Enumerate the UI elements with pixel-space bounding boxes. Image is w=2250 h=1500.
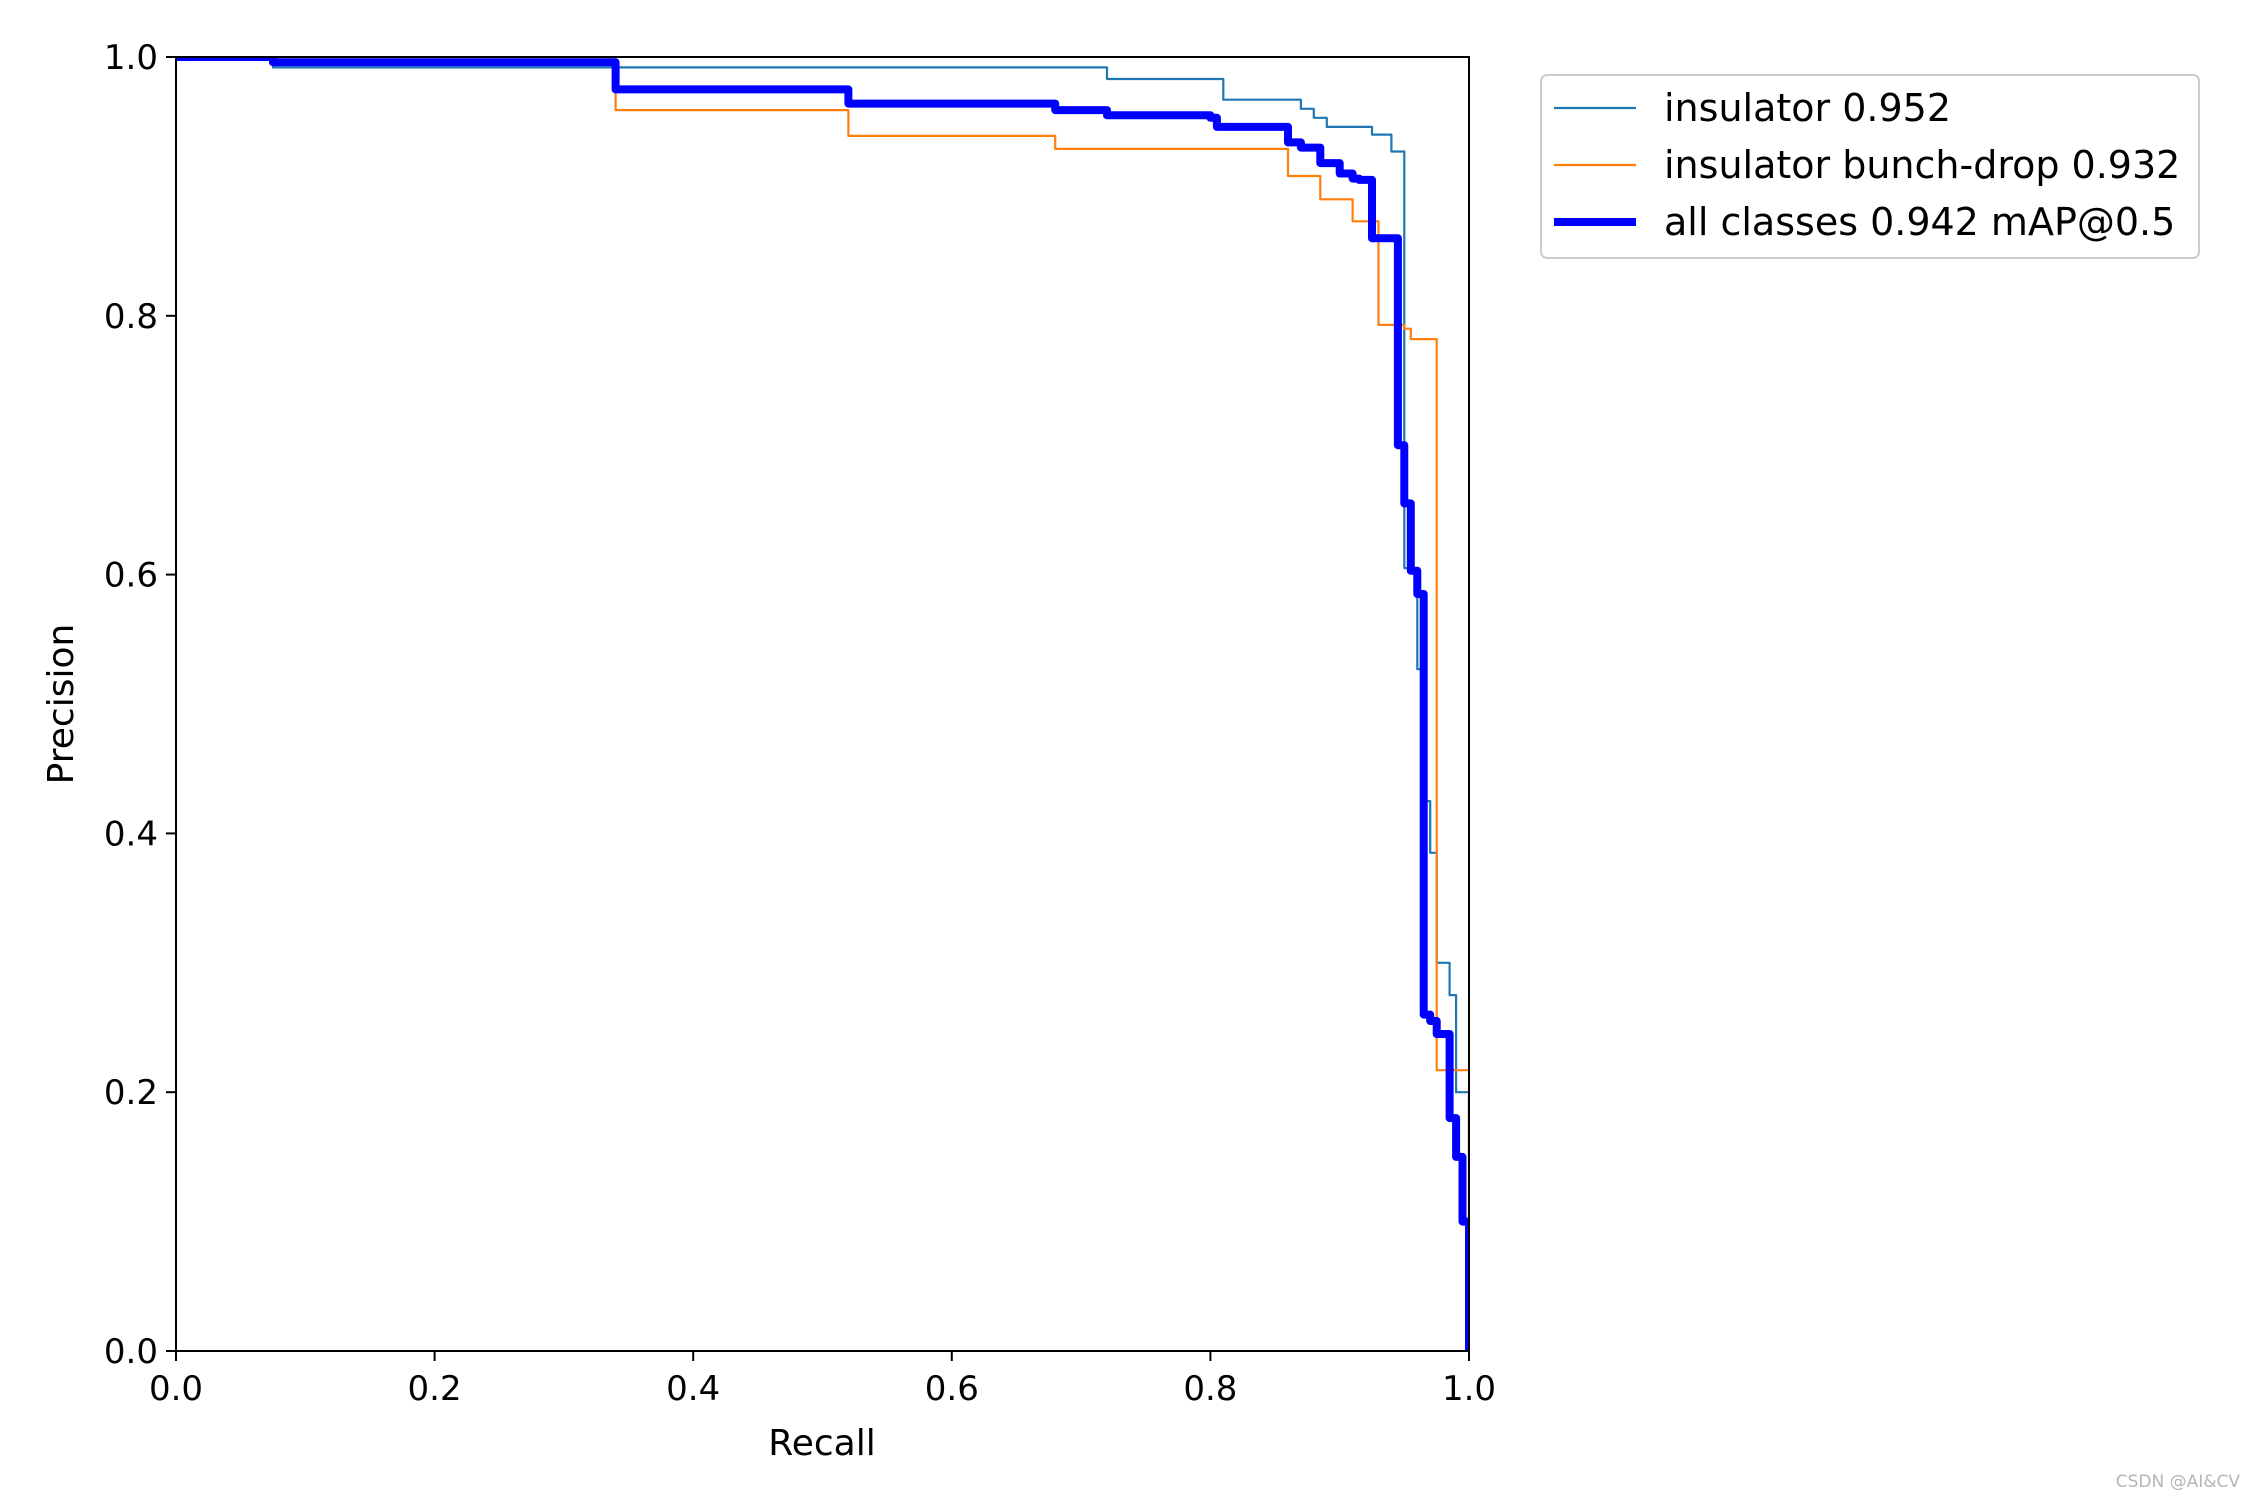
y-tick-label: 0.6 <box>104 556 158 596</box>
series-line-3 <box>176 57 1469 1351</box>
y-tick-label: 0.0 <box>104 1332 158 1372</box>
x-tick-label: 0.6 <box>925 1369 979 1409</box>
x-axis-label: Recall <box>768 1423 875 1464</box>
series-line-1 <box>176 57 1469 1351</box>
plot-background <box>176 57 1469 1351</box>
x-tick-label: 1.0 <box>1442 1369 1496 1409</box>
watermark-text: CSDN @AI&CV <box>2115 1472 2240 1492</box>
x-tick-label: 0.0 <box>149 1369 203 1409</box>
y-tick-label: 0.4 <box>104 814 158 854</box>
legend-label-1: insulator 0.952 <box>1664 86 1951 130</box>
x-tick-label: 0.8 <box>1183 1369 1237 1409</box>
y-axis: 0.0 0.2 0.4 0.6 0.8 1.0 <box>104 38 176 1372</box>
y-tick-label: 0.8 <box>104 297 158 337</box>
x-axis: 0.0 0.2 0.4 0.6 0.8 1.0 <box>149 1351 1496 1409</box>
legend-label-2: insulator bunch-drop 0.932 <box>1664 143 2180 187</box>
y-axis-label: Precision <box>41 624 82 785</box>
legend-box <box>1540 74 2200 259</box>
y-tick-label: 1.0 <box>104 38 158 78</box>
x-tick-label: 0.4 <box>666 1369 720 1409</box>
legend: insulator 0.952 insulator bunch-drop 0.93… <box>1540 74 2200 259</box>
x-tick-label: 0.2 <box>408 1369 462 1409</box>
legend-label-3: all classes 0.942 mAP@0.5 <box>1664 200 2175 244</box>
y-tick-label: 0.2 <box>104 1073 158 1113</box>
series-layer <box>176 57 1469 1351</box>
series-line-2 <box>176 57 1469 1351</box>
plot-frame <box>175 56 1470 1352</box>
